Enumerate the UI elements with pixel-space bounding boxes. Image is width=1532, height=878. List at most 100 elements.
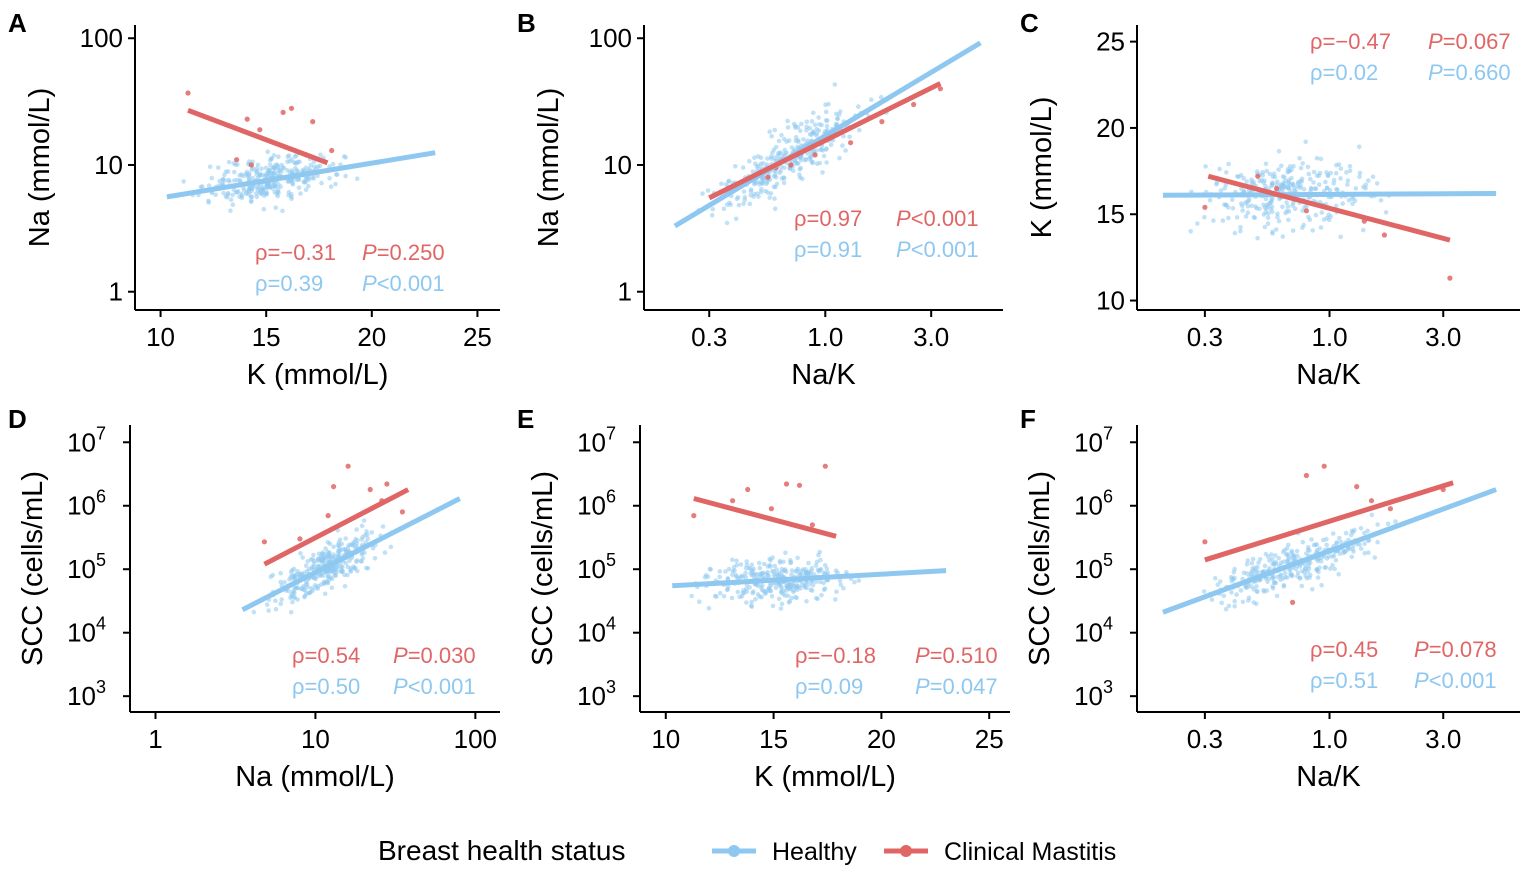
healthy-point xyxy=(814,559,820,565)
healthy-point xyxy=(793,125,798,130)
healthy-point xyxy=(1218,579,1223,584)
healthy-point xyxy=(1286,209,1292,214)
healthy-point xyxy=(773,169,778,174)
healthy-point xyxy=(782,151,788,156)
healthy-point xyxy=(354,527,359,532)
healthy-point xyxy=(1278,560,1284,565)
healthy-point xyxy=(1337,535,1342,541)
healthy-point xyxy=(278,571,284,576)
healthy-point xyxy=(721,594,727,599)
mastitis-point xyxy=(1303,208,1309,214)
healthy-point xyxy=(821,587,827,593)
healthy-point xyxy=(330,161,336,167)
healthy-point xyxy=(1322,565,1328,570)
healthy-point xyxy=(1375,522,1380,527)
healthy-point xyxy=(721,206,727,212)
healthy-point xyxy=(747,201,753,207)
healthy-point xyxy=(799,154,804,160)
panel-letter: D xyxy=(8,404,27,434)
healthy-rho: ρ=0.02 xyxy=(1310,60,1378,85)
panel-letter: B xyxy=(517,8,536,38)
healthy-point xyxy=(289,196,294,201)
healthy-point xyxy=(1282,571,1288,576)
healthy-point xyxy=(779,566,785,572)
healthy-fit-line xyxy=(1162,191,1497,198)
healthy-point xyxy=(734,562,740,568)
healthy-point xyxy=(1292,206,1298,211)
healthy-point xyxy=(1385,521,1391,527)
healthy-point xyxy=(825,118,830,123)
x-axis-title: Na/K xyxy=(791,359,856,391)
x-tick-label: 1.0 xyxy=(1311,322,1347,352)
healthy-point xyxy=(817,122,822,127)
healthy-point xyxy=(336,540,342,545)
healthy-point xyxy=(1323,179,1328,185)
healthy-point xyxy=(812,122,818,128)
healthy-point xyxy=(369,530,375,535)
healthy-point xyxy=(781,180,787,186)
healthy-rho: ρ=0.39 xyxy=(255,271,323,296)
healthy-point xyxy=(803,581,809,586)
healthy-point xyxy=(697,599,702,604)
mastitis-fit-line xyxy=(708,81,942,201)
healthy-point xyxy=(1269,204,1275,210)
x-axis-title: K (mmol/L) xyxy=(247,359,389,391)
healthy-point xyxy=(259,191,264,196)
healthy-point xyxy=(320,573,326,578)
healthy-point xyxy=(1263,209,1268,215)
legend-item-mastitis: Clinical Mastitis xyxy=(884,838,1116,866)
mastitis-point xyxy=(325,513,331,519)
healthy-point xyxy=(735,195,741,200)
healthy-fit-line xyxy=(166,150,436,200)
healthy-point xyxy=(710,206,716,212)
healthy-point xyxy=(816,128,822,133)
healthy-point xyxy=(1270,180,1275,185)
healthy-point xyxy=(224,195,230,200)
healthy-point xyxy=(1286,556,1291,562)
healthy-point xyxy=(1203,164,1208,169)
mastitis-point xyxy=(1202,539,1208,545)
healthy-point xyxy=(1294,548,1300,554)
healthy-point xyxy=(343,561,349,566)
healthy-point xyxy=(1366,550,1371,555)
healthy-point xyxy=(838,109,843,114)
mastitis-point xyxy=(937,86,944,92)
healthy-point xyxy=(1224,202,1229,208)
healthy-point xyxy=(1289,175,1294,181)
healthy-point xyxy=(216,165,221,170)
healthy-point xyxy=(329,585,335,590)
healthy-point xyxy=(770,603,776,609)
legend: Breast health status Healthy Clinical Ma… xyxy=(378,835,1116,866)
x-tick-label: 1 xyxy=(148,724,162,754)
y-axis-title: Na (mmol/L) xyxy=(533,88,565,248)
healthy-point xyxy=(789,572,794,578)
healthy-point xyxy=(1214,180,1220,186)
healthy-point xyxy=(795,138,801,143)
healthy-point xyxy=(279,169,284,174)
healthy-point xyxy=(220,177,225,182)
healthy-point xyxy=(305,559,311,564)
healthy-point xyxy=(717,569,723,574)
healthy-point xyxy=(1357,170,1363,176)
healthy-point xyxy=(1306,566,1312,571)
healthy-point xyxy=(276,190,281,196)
healthy-point xyxy=(847,134,852,140)
healthy-point xyxy=(795,161,801,166)
healthy-point xyxy=(700,191,705,196)
healthy-point xyxy=(1232,230,1238,236)
healthy-point xyxy=(335,548,341,554)
healthy-point xyxy=(1345,182,1350,187)
healthy-point xyxy=(1265,215,1271,220)
healthy-p-value: P=0.047 xyxy=(915,674,998,699)
healthy-point xyxy=(1278,185,1284,190)
healthy-point xyxy=(808,154,813,160)
healthy-point xyxy=(1358,546,1364,551)
healthy-point xyxy=(253,191,259,196)
healthy-point xyxy=(1275,214,1280,220)
y-axis-title: SCC (cells/mL) xyxy=(17,471,49,666)
mastitis-rho: ρ=−0.18 xyxy=(795,643,876,668)
healthy-point xyxy=(261,206,267,212)
healthy-point xyxy=(817,579,823,585)
healthy-point xyxy=(1346,197,1352,203)
healthy-point xyxy=(1310,587,1315,592)
